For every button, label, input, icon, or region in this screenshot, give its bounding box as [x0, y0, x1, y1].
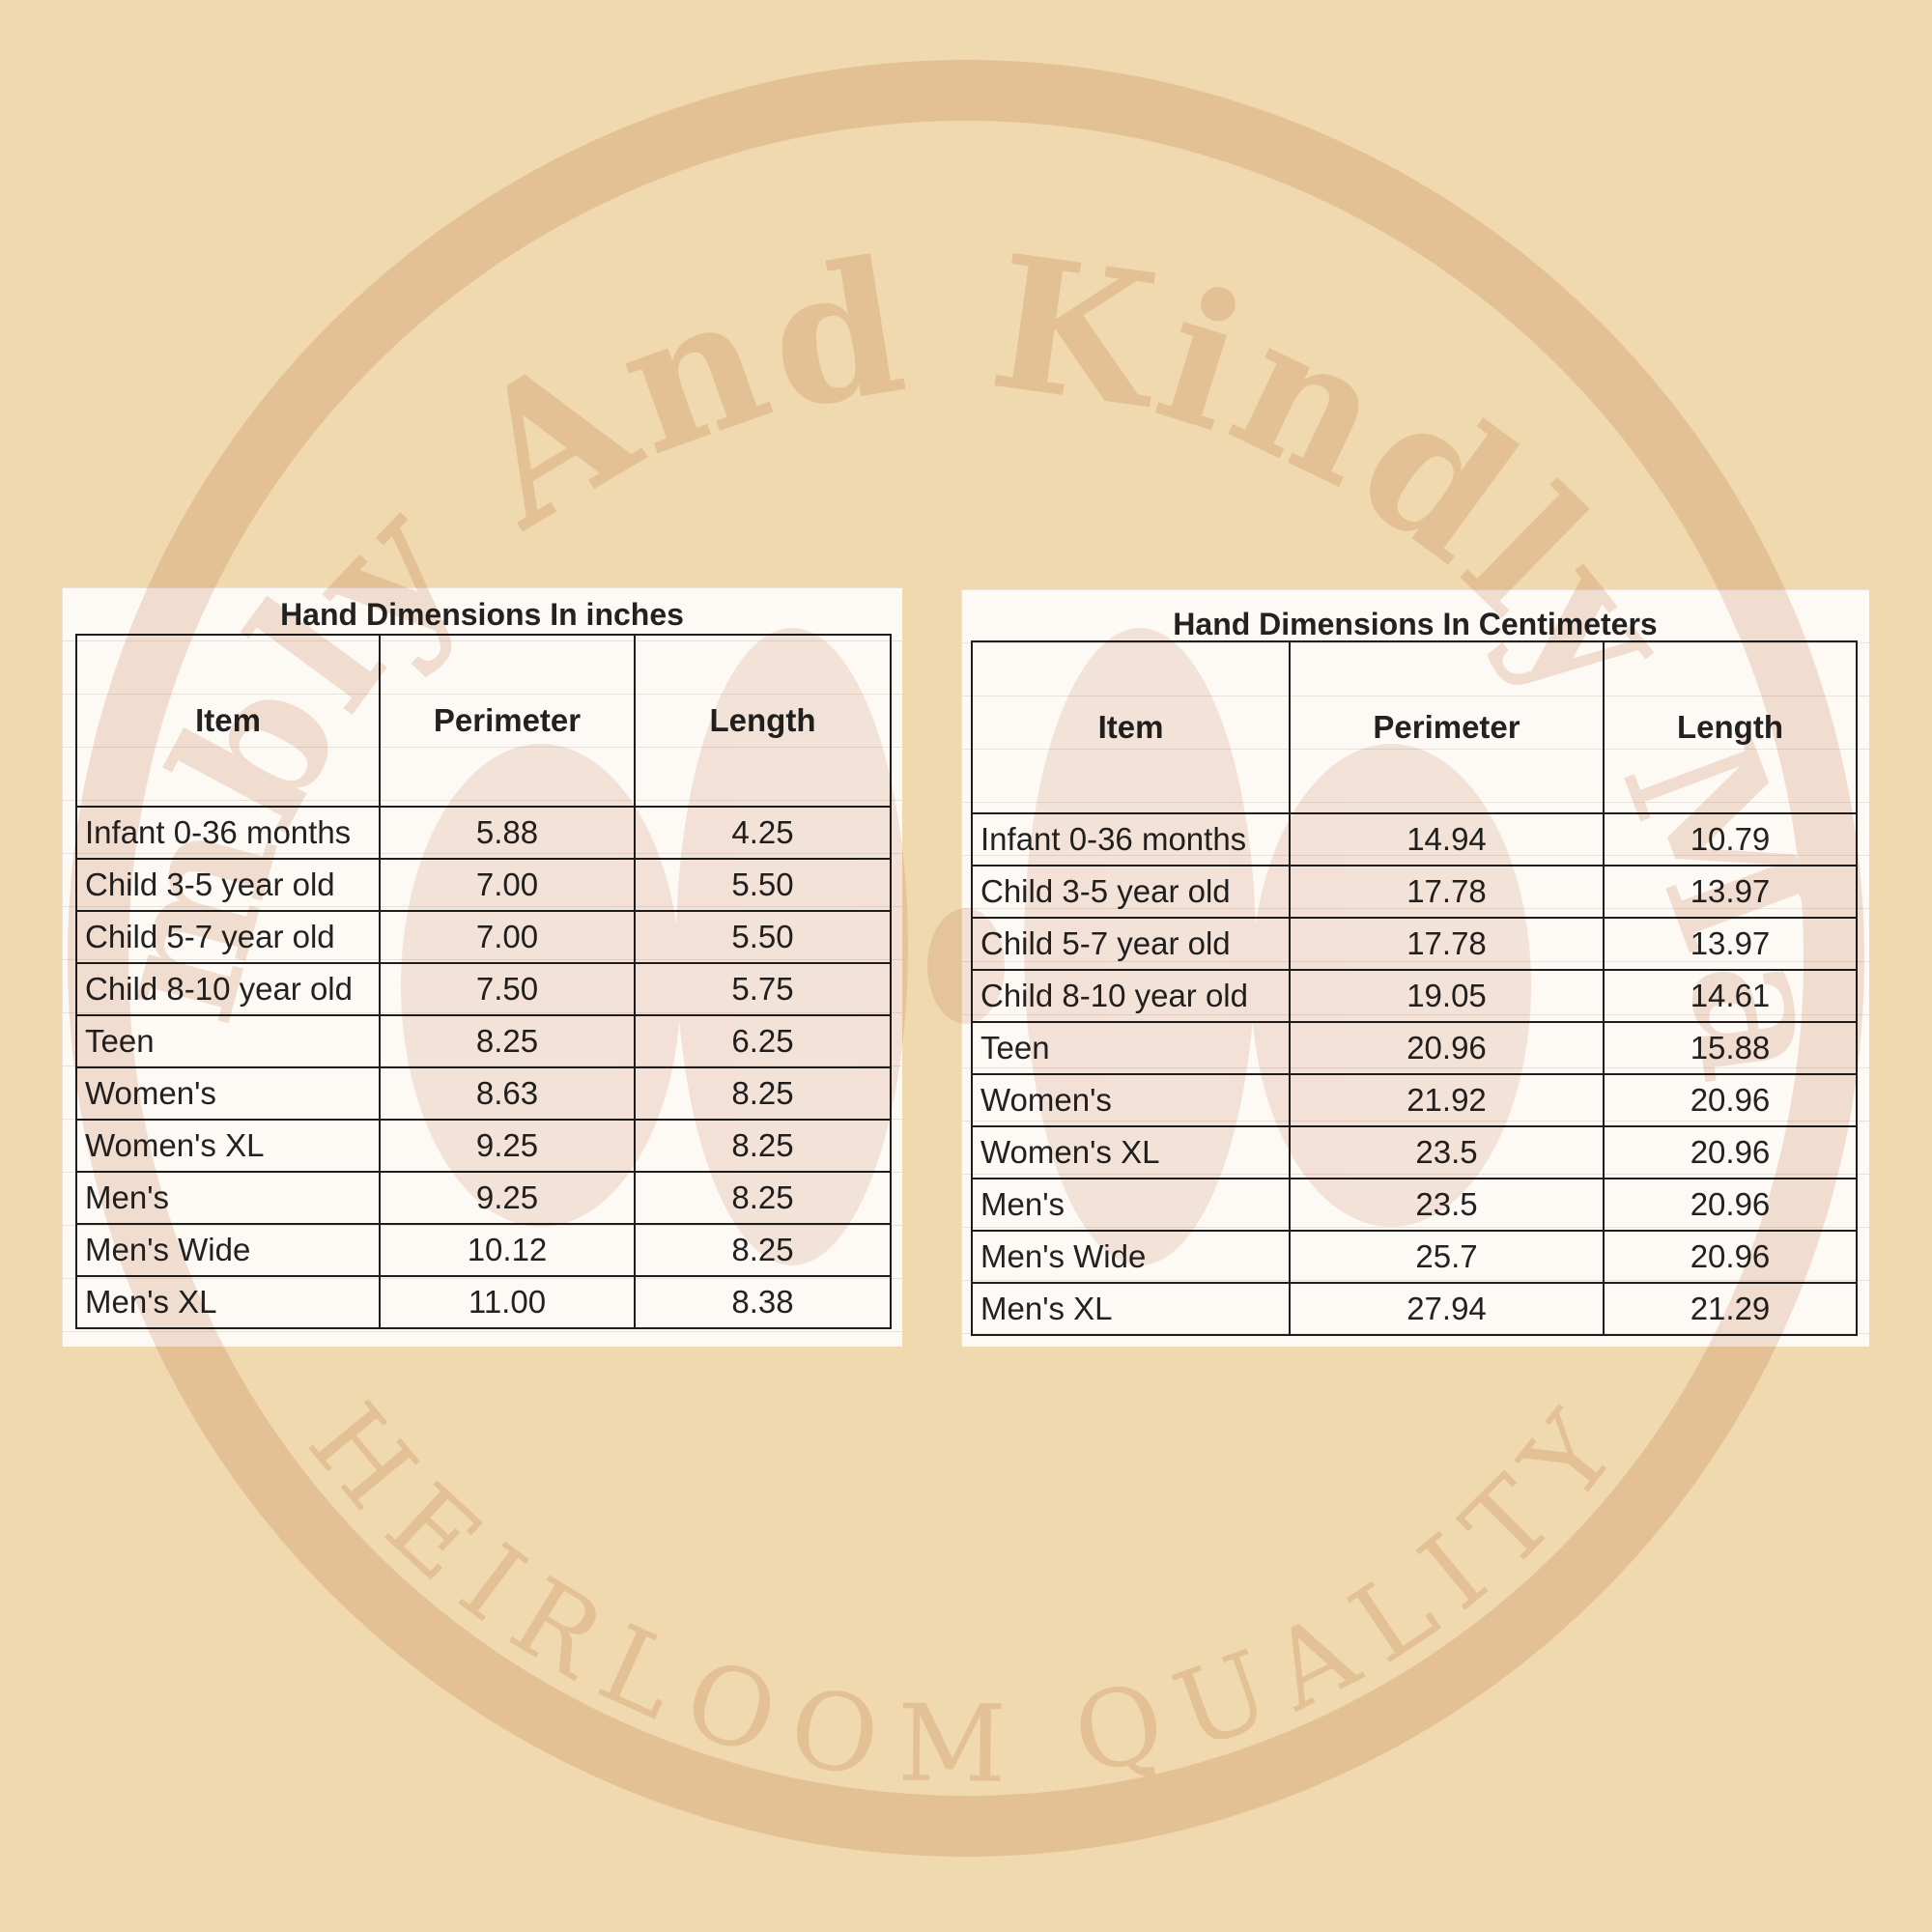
length-cell: 15.88 — [1603, 1021, 1858, 1075]
length-cell: 14.61 — [1603, 969, 1858, 1023]
table-row: Women's XL 23.5 20.96 — [971, 1125, 1858, 1179]
centimeters-table-panel: Hand Dimensions In Centimeters Item Perim… — [961, 589, 1869, 1347]
centimeters-table: Item Perimeter Length Infant 0-36 months 14… — [971, 640, 1858, 1336]
column-header-item: Item — [971, 640, 1291, 814]
perimeter-cell: 5.88 — [379, 806, 636, 860]
length-cell: 8.25 — [634, 1171, 892, 1225]
table-row: Teen 8.25 6.25 — [75, 1014, 892, 1068]
length-cell: 20.96 — [1603, 1125, 1858, 1179]
length-cell: 20.96 — [1603, 1230, 1858, 1284]
table-row: Child 5-7 year old 7.00 5.50 — [75, 910, 892, 964]
length-cell: 5.75 — [634, 962, 892, 1016]
perimeter-cell: 20.96 — [1289, 1021, 1605, 1075]
table-row: Women's 21.92 20.96 — [971, 1073, 1858, 1127]
perimeter-cell: 9.25 — [379, 1171, 636, 1225]
table-row: Men's Wide 25.7 20.96 — [971, 1230, 1858, 1284]
length-cell: 8.25 — [634, 1119, 892, 1173]
length-cell: 10.79 — [1603, 812, 1858, 867]
table-row: Men's XL 27.94 21.29 — [971, 1282, 1858, 1336]
table-row: Women's 8.63 8.25 — [75, 1066, 892, 1121]
table-row: Teen 20.96 15.88 — [971, 1021, 1858, 1075]
table-row: Men's XL 11.00 8.38 — [75, 1275, 892, 1329]
item-cell: Child 8-10 year old — [75, 962, 381, 1016]
centimeters-table-title: Hand Dimensions In Centimeters — [1173, 607, 1658, 641]
table-row: Child 5-7 year old 17.78 13.97 — [971, 917, 1858, 971]
perimeter-cell: 19.05 — [1289, 969, 1605, 1023]
perimeter-cell: 9.25 — [379, 1119, 636, 1173]
perimeter-cell: 25.7 — [1289, 1230, 1605, 1284]
column-header-length: Length — [634, 634, 892, 808]
item-cell: Child 3-5 year old — [971, 865, 1291, 919]
table-row: Infant 0-36 months 5.88 4.25 — [75, 806, 892, 860]
item-cell: Men's — [971, 1178, 1291, 1232]
item-cell: Men's Wide — [971, 1230, 1291, 1284]
length-cell: 4.25 — [634, 806, 892, 860]
length-cell: 20.96 — [1603, 1178, 1858, 1232]
length-cell: 5.50 — [634, 910, 892, 964]
svg-text:HEIRLOOM QUALITY: HEIRLOOM QUALITY — [286, 1380, 1647, 1805]
item-cell: Infant 0-36 months — [75, 806, 381, 860]
length-cell: 5.50 — [634, 858, 892, 912]
item-cell: Child 5-7 year old — [971, 917, 1291, 971]
length-cell: 8.25 — [634, 1066, 892, 1121]
inches-table: Item Perimeter Length Infant 0-36 months 5.… — [75, 634, 892, 1329]
item-cell: Child 8-10 year old — [971, 969, 1291, 1023]
item-cell: Teen — [971, 1021, 1291, 1075]
column-header-perimeter: Perimeter — [1289, 640, 1605, 814]
item-cell: Teen — [75, 1014, 381, 1068]
header-row: Item Perimeter Length — [75, 634, 892, 808]
item-cell: Women's XL — [75, 1119, 381, 1173]
item-cell: Men's XL — [971, 1282, 1291, 1336]
item-cell: Child 5-7 year old — [75, 910, 381, 964]
perimeter-cell: 10.12 — [379, 1223, 636, 1277]
length-cell: 20.96 — [1603, 1073, 1858, 1127]
length-cell: 8.38 — [634, 1275, 892, 1329]
length-cell: 8.25 — [634, 1223, 892, 1277]
inches-table-panel: Hand Dimensions In inches Item Perimeter L… — [62, 587, 902, 1347]
table-row: Men's Wide 10.12 8.25 — [75, 1223, 892, 1277]
item-cell: Men's Wide — [75, 1223, 381, 1277]
perimeter-cell: 11.00 — [379, 1275, 636, 1329]
perimeter-cell: 23.5 — [1289, 1178, 1605, 1232]
table-row: Men's 23.5 20.96 — [971, 1178, 1858, 1232]
perimeter-cell: 17.78 — [1289, 917, 1605, 971]
column-header-perimeter: Perimeter — [379, 634, 636, 808]
header-row: Item Perimeter Length — [971, 640, 1858, 814]
length-cell: 6.25 — [634, 1014, 892, 1068]
table-row: Child 8-10 year old 19.05 14.61 — [971, 969, 1858, 1023]
item-cell: Men's XL — [75, 1275, 381, 1329]
perimeter-cell: 14.94 — [1289, 812, 1605, 867]
column-header-length: Length — [1603, 640, 1858, 814]
table-row: Child 8-10 year old 7.50 5.75 — [75, 962, 892, 1016]
length-cell: 21.29 — [1603, 1282, 1858, 1336]
item-cell: Women's XL — [971, 1125, 1291, 1179]
perimeter-cell: 8.25 — [379, 1014, 636, 1068]
perimeter-cell: 7.00 — [379, 858, 636, 912]
column-header-item: Item — [75, 634, 381, 808]
item-cell: Child 3-5 year old — [75, 858, 381, 912]
length-cell: 13.97 — [1603, 865, 1858, 919]
perimeter-cell: 23.5 — [1289, 1125, 1605, 1179]
perimeter-cell: 7.00 — [379, 910, 636, 964]
table-row: Child 3-5 year old 17.78 13.97 — [971, 865, 1858, 919]
item-cell: Infant 0-36 months — [971, 812, 1291, 867]
item-cell: Men's — [75, 1171, 381, 1225]
length-cell: 13.97 — [1603, 917, 1858, 971]
perimeter-cell: 8.63 — [379, 1066, 636, 1121]
inches-table-title: Hand Dimensions In inches — [280, 597, 684, 632]
perimeter-cell: 17.78 — [1289, 865, 1605, 919]
table-row: Women's XL 9.25 8.25 — [75, 1119, 892, 1173]
item-cell: Women's — [75, 1066, 381, 1121]
perimeter-cell: 7.50 — [379, 962, 636, 1016]
item-cell: Women's — [971, 1073, 1291, 1127]
table-row: Men's 9.25 8.25 — [75, 1171, 892, 1225]
table-row: Child 3-5 year old 7.00 5.50 — [75, 858, 892, 912]
table-row: Infant 0-36 months 14.94 10.79 — [971, 812, 1858, 867]
watermark-bottom-text: HEIRLOOM QUALITY — [286, 1380, 1634, 1805]
perimeter-cell: 27.94 — [1289, 1282, 1605, 1336]
perimeter-cell: 21.92 — [1289, 1073, 1605, 1127]
